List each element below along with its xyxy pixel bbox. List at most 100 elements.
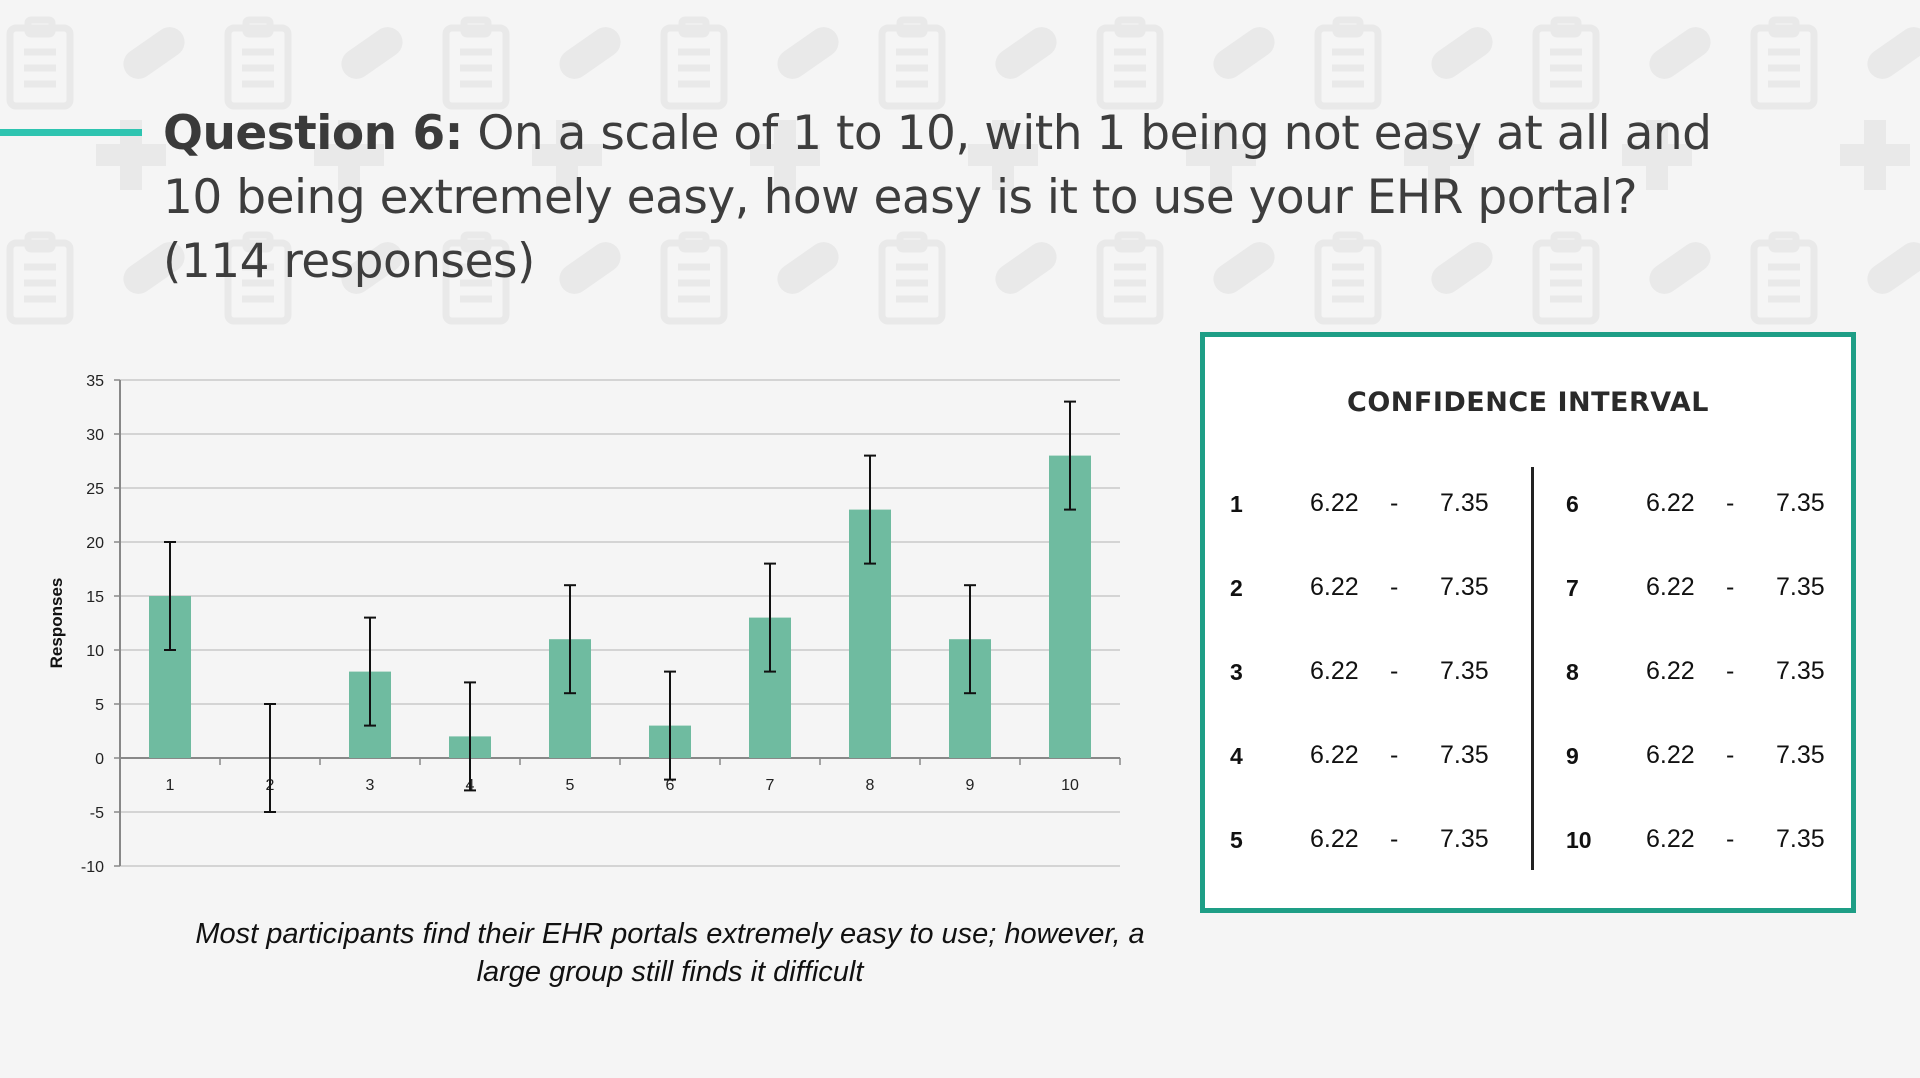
ci-separator: -	[1390, 741, 1399, 769]
clipboard-icon	[660, 16, 728, 110]
ci-high-value: 7.35	[1440, 489, 1489, 517]
pill-icon	[995, 27, 1057, 79]
pill-icon	[777, 27, 839, 79]
ci-low-value: 6.22	[1310, 741, 1359, 769]
x-tick-label: 9	[966, 777, 975, 794]
cross-icon	[1404, 120, 1474, 190]
slide-title: Question 6: On a scale of 1 to 10, with …	[163, 102, 1723, 294]
pill-icon	[995, 242, 1057, 294]
ci-low-value: 6.22	[1646, 489, 1695, 517]
ci-column-divider	[1531, 467, 1534, 870]
ci-low-value: 6.22	[1310, 489, 1359, 517]
y-tick-label: 25	[86, 481, 104, 498]
clipboard-icon	[1314, 16, 1382, 110]
y-tick-label: 15	[86, 589, 104, 606]
clipboard-icon	[6, 231, 74, 325]
clipboard-icon	[660, 231, 728, 325]
pill-icon	[1867, 242, 1920, 294]
pill-icon	[1431, 27, 1493, 79]
title-accent-line	[0, 129, 142, 136]
pill-icon	[1649, 27, 1711, 79]
ci-row-index: 6	[1566, 491, 1579, 517]
cross-icon	[1622, 120, 1692, 190]
caption-line-2: large group still finds it difficult	[476, 956, 864, 988]
ci-high-value: 7.35	[1776, 657, 1825, 685]
clipboard-icon	[442, 231, 510, 325]
y-tick-label: 35	[86, 373, 104, 390]
error-bar	[1064, 400, 1076, 511]
pill-icon	[1431, 242, 1493, 294]
y-tick-label: 5	[95, 697, 104, 714]
pill-icon	[559, 242, 621, 294]
cross-icon	[532, 120, 602, 190]
clipboard-icon	[224, 231, 292, 325]
pill-icon	[1213, 27, 1275, 79]
cross-icon	[968, 120, 1038, 190]
clipboard-icon	[1096, 16, 1164, 110]
ci-separator: -	[1726, 573, 1735, 601]
cross-icon	[1840, 120, 1910, 190]
clipboard-icon	[442, 16, 510, 110]
error-bar	[964, 584, 976, 695]
pill-icon	[123, 242, 185, 294]
error-bar	[764, 562, 776, 673]
ci-high-value: 7.35	[1776, 489, 1825, 517]
ci-row-index: 3	[1230, 659, 1243, 685]
ci-separator: -	[1726, 825, 1735, 853]
cross-icon	[96, 120, 166, 190]
ci-high-value: 7.35	[1440, 657, 1489, 685]
x-tick-label: 1	[166, 777, 175, 794]
clipboard-icon	[1532, 231, 1600, 325]
error-bar	[364, 616, 376, 727]
clipboard-icon	[1750, 231, 1818, 325]
x-tick-label: 10	[1061, 777, 1079, 794]
y-tick-label: 30	[86, 427, 104, 444]
confidence-interval-panel: CONFIDENCE INTERVAL 1 6.22 - 7.35 2 6.22 - 7.35…	[1200, 332, 1856, 913]
ci-high-value: 7.35	[1776, 573, 1825, 601]
ci-row-index: 10	[1566, 827, 1592, 853]
y-axis-label: Responses	[47, 578, 66, 669]
ci-low-value: 6.22	[1646, 573, 1695, 601]
y-tick-label: 10	[86, 643, 104, 660]
pill-icon	[1213, 242, 1275, 294]
pill-icon	[341, 242, 403, 294]
y-tick-label: -10	[81, 859, 104, 876]
clipboard-icon	[1750, 16, 1818, 110]
error-bar	[564, 584, 576, 695]
cross-icon	[750, 120, 820, 190]
cross-icon	[1186, 120, 1256, 190]
caption-line-1: Most participants find their EHR portals…	[195, 918, 1145, 950]
ci-separator: -	[1390, 489, 1399, 517]
error-bar	[164, 541, 176, 651]
x-tick-label: 6	[666, 777, 675, 794]
ci-low-value: 6.22	[1310, 573, 1359, 601]
error-bar	[464, 681, 476, 792]
responses-bar-chart: -10-505101520253035Responses12345678910	[47, 373, 1121, 876]
ci-separator: -	[1726, 489, 1735, 517]
ci-high-value: 7.35	[1440, 741, 1489, 769]
ci-low-value: 6.22	[1646, 741, 1695, 769]
x-tick-label: 5	[566, 777, 575, 794]
chart-caption: Most participants find their EHR portals…	[160, 915, 1180, 991]
confidence-interval-title: CONFIDENCE INTERVAL	[1347, 387, 1709, 418]
ci-low-value: 6.22	[1310, 657, 1359, 685]
x-tick-label: 7	[766, 777, 775, 794]
ci-high-value: 7.35	[1440, 573, 1489, 601]
ci-separator: -	[1726, 657, 1735, 685]
error-bar	[264, 703, 276, 813]
ci-row-index: 2	[1230, 575, 1243, 601]
ci-row-index: 4	[1230, 743, 1243, 769]
ci-separator: -	[1726, 741, 1735, 769]
ci-low-value: 6.22	[1646, 657, 1695, 685]
clipboard-icon	[1532, 16, 1600, 110]
ci-separator: -	[1390, 825, 1399, 853]
ci-high-value: 7.35	[1776, 741, 1825, 769]
ci-row-index: 1	[1230, 491, 1243, 517]
ci-row-index: 5	[1230, 827, 1243, 853]
y-tick-label: 20	[86, 535, 104, 552]
pill-icon	[123, 27, 185, 79]
ci-high-value: 7.35	[1776, 825, 1825, 853]
clipboard-icon	[878, 231, 946, 325]
ci-low-value: 6.22	[1310, 825, 1359, 853]
